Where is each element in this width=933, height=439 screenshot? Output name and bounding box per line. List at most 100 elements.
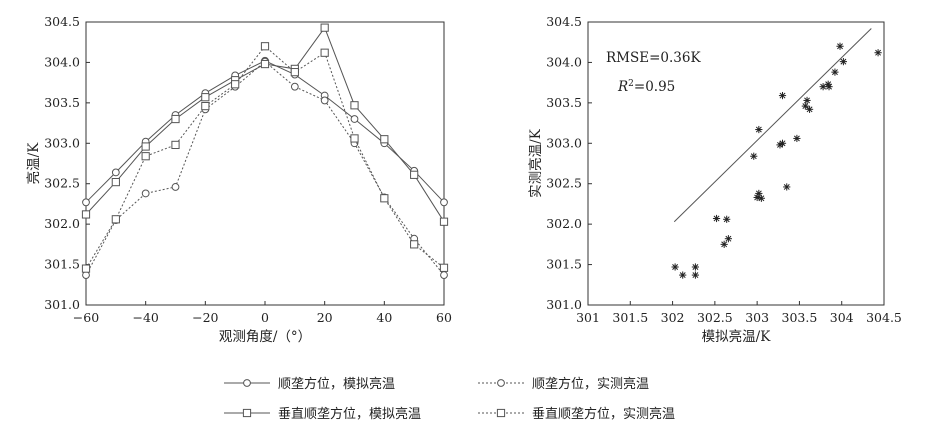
legend-marker [242, 408, 252, 418]
scatter-point [723, 215, 731, 223]
scatter-point [778, 91, 787, 100]
series-3-point [81, 210, 91, 219]
series-1-point [350, 115, 359, 123]
scatter-point-stroke [758, 195, 765, 202]
right-x-tick-label: 302.5 [697, 310, 733, 325]
left-y-axis-label: 亮温/K [25, 142, 42, 185]
left-y-tick-label: 304.5 [44, 14, 80, 29]
right-y-axis-label: 实测亮温/K [527, 128, 544, 198]
series-4-point [231, 80, 240, 89]
scatter-point [874, 49, 882, 57]
scatter-point-stroke [840, 58, 847, 65]
scatter-point-stroke [837, 43, 843, 50]
right-x-tick-label: 303.5 [782, 310, 818, 325]
r2-value: =0.95 [634, 79, 675, 95]
scatter-point [805, 105, 814, 113]
scatter-point-stroke [713, 215, 720, 222]
left-y-tick-label: 301.5 [44, 257, 80, 272]
r2-annotation: R2=0.95 [617, 79, 675, 95]
left-y-tick-label: 303.5 [44, 95, 80, 110]
right-y-tick-label: 304.0 [546, 54, 582, 69]
scatter-point-stroke [755, 126, 762, 133]
legend-marker [497, 379, 505, 387]
legend-marker [243, 379, 251, 387]
scatter-point [691, 263, 700, 271]
series-4-point [439, 263, 449, 272]
scatter-point [720, 240, 728, 248]
series-4-point [290, 68, 299, 77]
scatter-point-stroke [779, 140, 786, 147]
legend-item-2: 顺垄方位，实测亮温 [478, 376, 649, 392]
scatter-point [831, 68, 839, 76]
scatter-point-stroke [755, 190, 762, 197]
series-3-point [320, 23, 329, 32]
angle-brightness-line-chart: 301.0 301.5 302.0 302.5 303.0 303.5 304.0 304.5… [25, 14, 452, 345]
series-2-point [320, 96, 329, 105]
scatter-point-stroke [750, 153, 757, 160]
scatter-point-stroke [806, 106, 813, 113]
legend-label: 垂直顺垄方位，实测亮温 [532, 406, 675, 422]
left-y-tick-label: 303.0 [44, 135, 80, 150]
scatter-point-stroke [826, 83, 832, 90]
left-y-tick-label: 301.0 [44, 297, 80, 312]
scatter-point-stroke [793, 135, 800, 142]
right-x-tick-label: 302 [661, 310, 685, 325]
scatter-point [839, 58, 848, 66]
scatter-point-stroke [831, 69, 838, 76]
right-x-tick-label: 301 [576, 310, 600, 325]
left-x-tick-label: 20 [317, 310, 333, 325]
scatter-point-stroke [723, 216, 730, 223]
scatter-point [750, 152, 758, 160]
left-y-tick-label: 302.5 [44, 176, 80, 191]
right-x-tick-label: 301.5 [612, 310, 648, 325]
left-x-tick-label: 0 [261, 310, 269, 325]
series-4-point [380, 194, 389, 203]
right-plot-frame [587, 21, 885, 306]
scatter-point [679, 271, 687, 279]
right-x-tick-label: 304.5 [866, 310, 902, 325]
scatter-point-stroke [679, 272, 686, 279]
series-line-4 [85, 45, 445, 269]
right-x-axis-label: 模拟亮温/K [702, 328, 772, 345]
legend-item-4: 垂直顺垄方位，实测亮温 [478, 406, 675, 422]
legend-label: 顺垄方位，模拟亮温 [278, 376, 395, 392]
right-y-tick-label: 303.5 [546, 95, 582, 110]
left-x-tick-label: 40 [376, 310, 392, 325]
series-4-point [260, 42, 270, 51]
series-4-point [410, 240, 419, 249]
left-y-tick-label: 302.0 [44, 216, 80, 231]
series-3-point [171, 114, 180, 124]
scatter-point-stroke [672, 264, 679, 270]
scatter-point-stroke [804, 97, 810, 104]
scatter-point [836, 42, 844, 50]
series-4-point [81, 264, 91, 273]
scatter-point [793, 134, 801, 143]
scatter-point [755, 125, 763, 134]
series-line-3 [85, 26, 445, 222]
series-1-point [440, 198, 448, 207]
left-x-tick-label: −40 [132, 310, 158, 325]
left-x-tick-label: −60 [73, 310, 99, 325]
right-y-tick-label: 303.0 [546, 135, 582, 150]
scatter-point [801, 102, 809, 110]
simulated-vs-measured-scatter: 301.0 301.5 302.0 302.5 303.0 303.5 304.0 304.5… [527, 14, 902, 345]
scatter-point-stroke [721, 241, 728, 248]
scatter-point [712, 214, 721, 223]
scatter-point [755, 189, 763, 198]
scatter-point [757, 194, 765, 202]
right-x-tick-label: 304 [830, 310, 854, 325]
series-3-point [380, 135, 389, 144]
scatter-point-stroke [692, 264, 699, 270]
series-4-point [171, 140, 180, 150]
series-4-point [111, 215, 120, 224]
series-1-point [111, 168, 120, 177]
scatter-point [803, 96, 811, 105]
scatter-point-stroke [783, 183, 790, 190]
series-3-point [141, 142, 150, 151]
scatter-point-stroke [779, 92, 786, 99]
scatter-point-stroke [820, 83, 827, 90]
series-3-point [201, 93, 210, 102]
